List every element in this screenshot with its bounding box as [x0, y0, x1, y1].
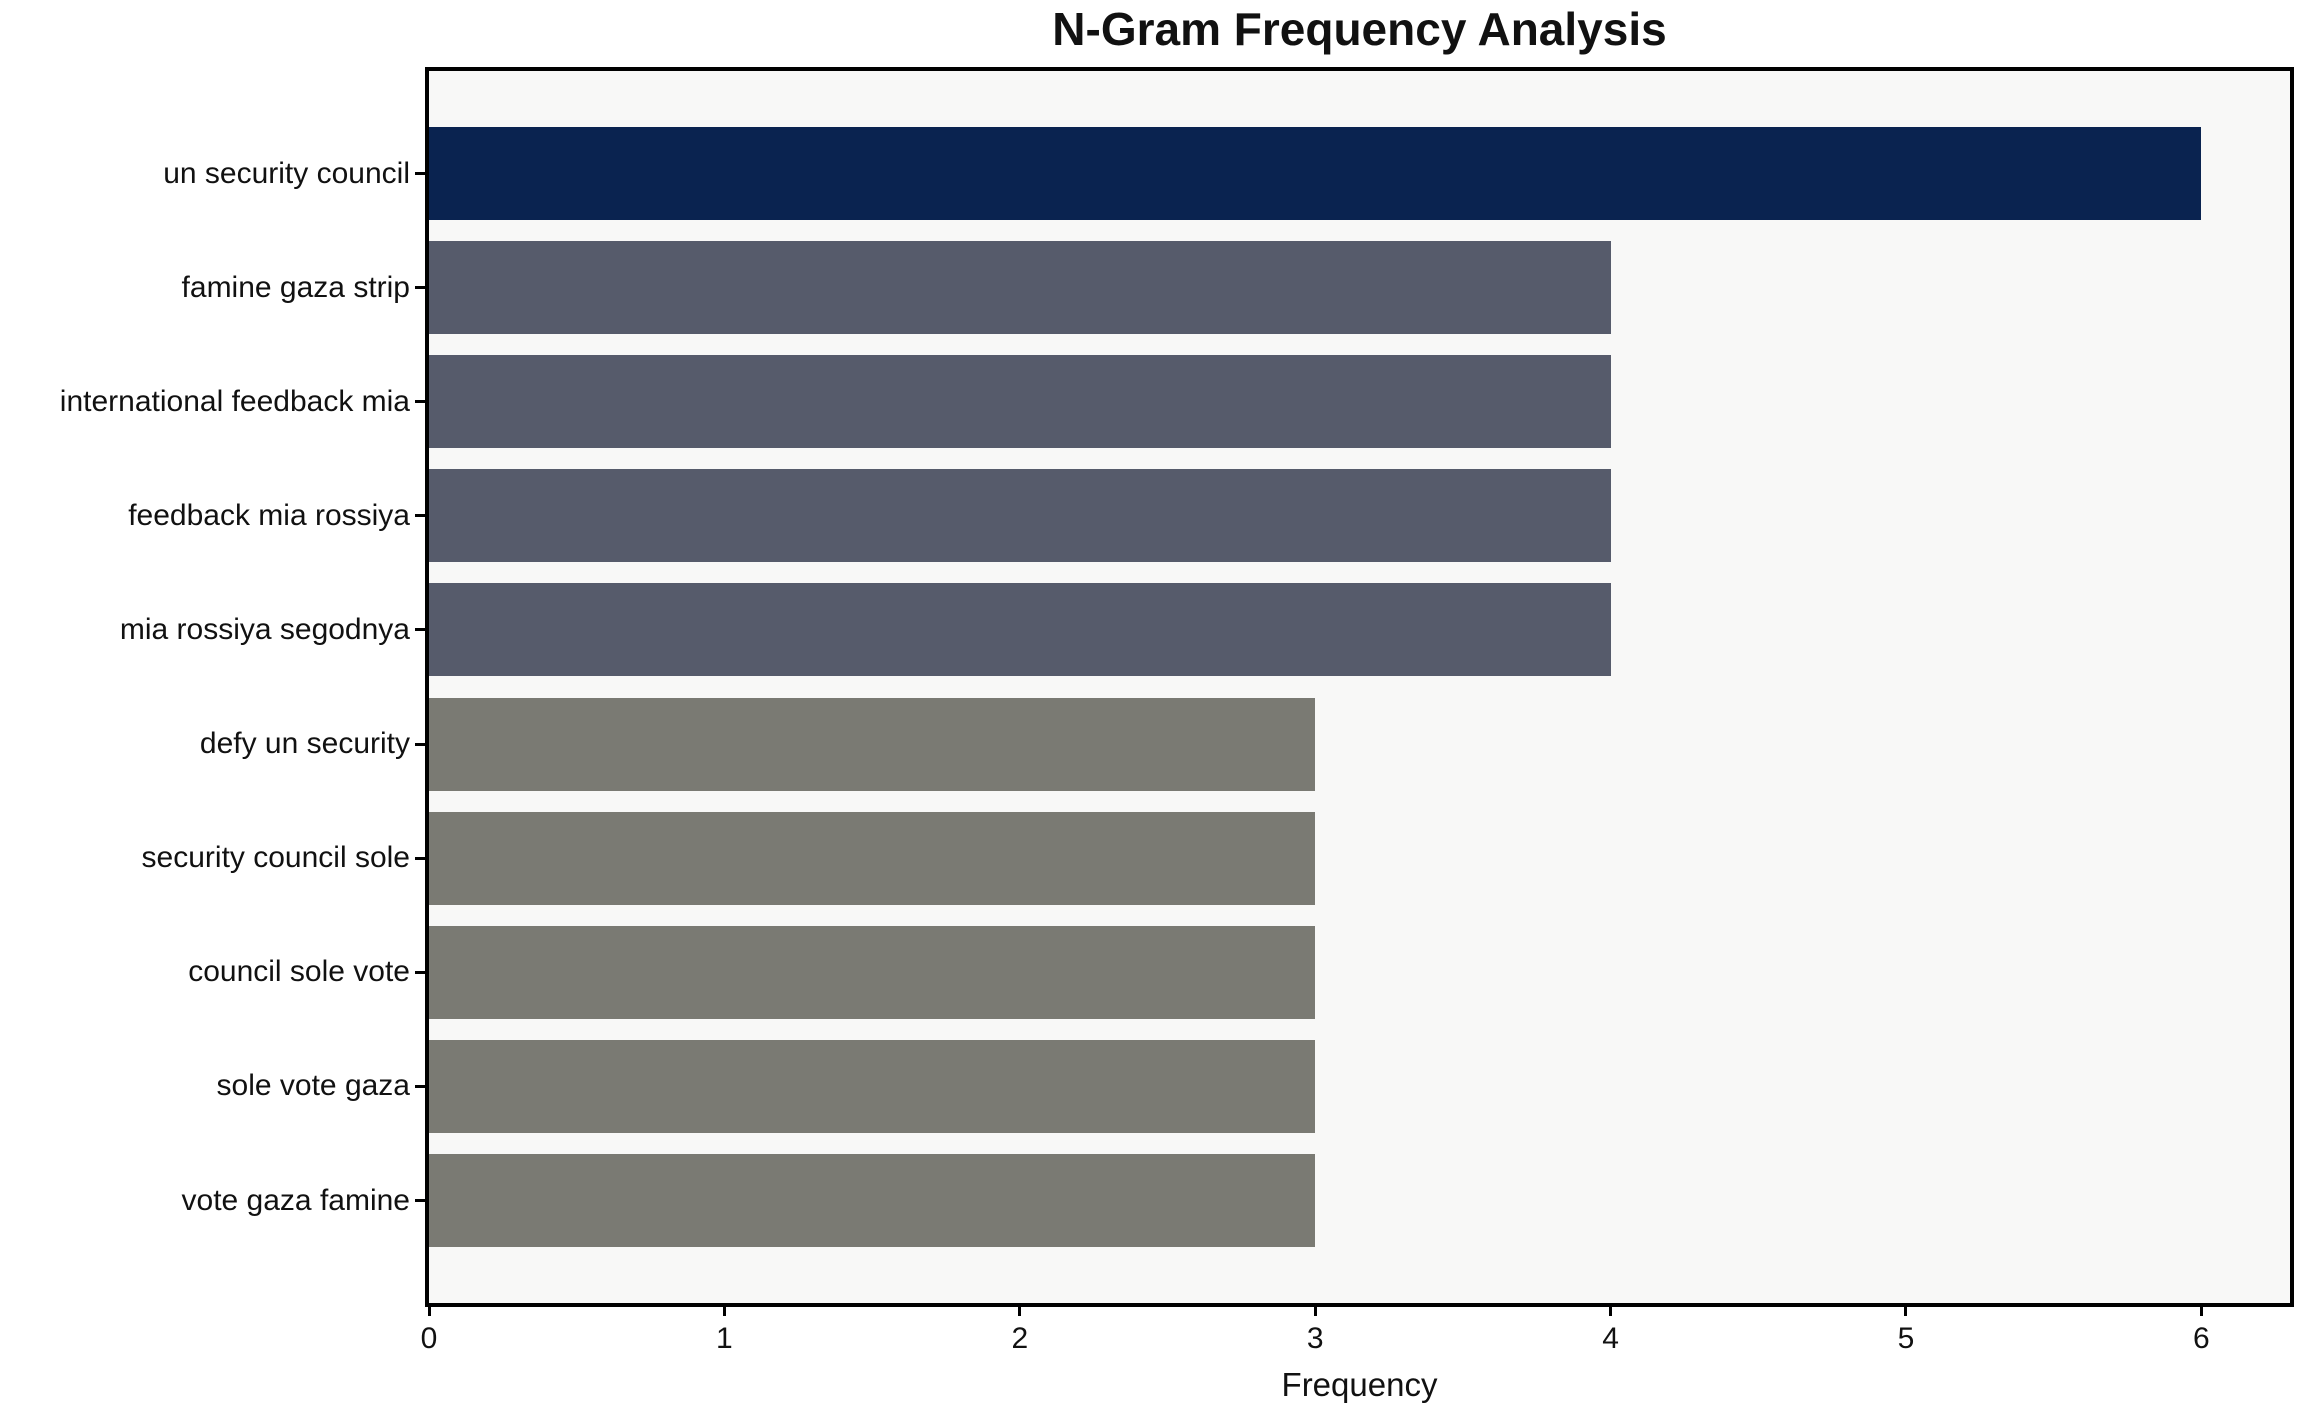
y-tick-mark — [415, 286, 427, 290]
bar — [429, 127, 2201, 220]
y-tick-mark — [415, 172, 427, 175]
x-tick-mark — [1904, 1303, 1908, 1316]
x-tick-mark — [1313, 1303, 1317, 1316]
y-tick-mark — [415, 400, 427, 404]
y-tick-label: council sole vote — [188, 955, 410, 989]
y-tick-label: defy un security — [199, 727, 410, 761]
y-tick-label: sole vote gaza — [216, 1069, 410, 1103]
y-tick-mark — [415, 1084, 427, 1088]
y-tick-label: security council sole — [141, 841, 410, 875]
x-tick-label: 6 — [2193, 1322, 2210, 1355]
y-tick-mark — [415, 1199, 427, 1202]
y-tick-mark — [415, 742, 427, 746]
bar — [429, 469, 1611, 563]
x-tick-mark — [722, 1303, 726, 1316]
y-tick-label: mia rossiya segodnya — [119, 612, 410, 646]
bar — [429, 355, 1611, 449]
x-tick-mark — [427, 1303, 431, 1316]
y-tick-label: vote gaza famine — [181, 1183, 410, 1217]
y-tick-mark — [415, 970, 427, 974]
y-tick-label: feedback mia rossiya — [128, 498, 410, 532]
bar — [429, 811, 1315, 905]
x-tick-mark — [1609, 1303, 1613, 1316]
y-tick-mark — [415, 514, 427, 518]
x-tick-mark — [2199, 1303, 2203, 1316]
plot-area — [425, 67, 2294, 1307]
x-tick-label: 5 — [1897, 1322, 1915, 1355]
x-tick-label: 4 — [1602, 1322, 1619, 1355]
y-tick-label: famine gaza strip — [181, 270, 410, 304]
bar — [429, 583, 1611, 677]
bar — [429, 925, 1315, 1019]
y-tick-label: international feedback mia — [59, 384, 410, 418]
bar — [429, 697, 1315, 791]
bar — [429, 241, 1611, 335]
y-tick-label: un security council — [163, 156, 410, 190]
x-tick-label: 2 — [1011, 1322, 1029, 1355]
x-tick-mark — [1018, 1303, 1022, 1316]
x-tick-label: 0 — [420, 1322, 438, 1355]
y-tick-mark — [415, 856, 427, 860]
y-tick-mark — [415, 628, 427, 632]
chart-title: N-Gram Frequency Analysis — [1052, 3, 1667, 55]
bar — [429, 1039, 1315, 1133]
x-tick-label: 1 — [716, 1322, 733, 1355]
x-axis-label: Frequency — [1281, 1366, 1438, 1403]
x-tick-label: 3 — [1306, 1322, 1324, 1355]
bar — [429, 1154, 1315, 1247]
